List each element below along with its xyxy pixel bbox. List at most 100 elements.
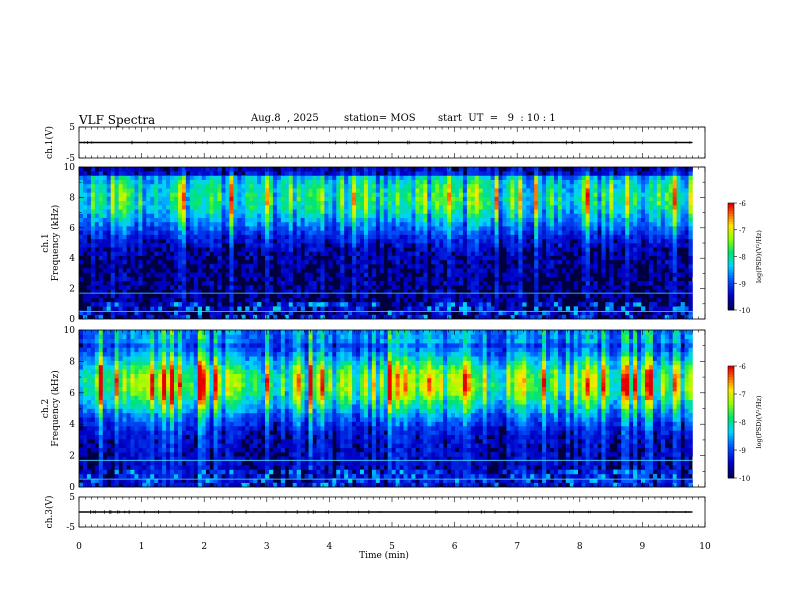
psd-cell [284,226,290,231]
psd-cell [672,175,677,180]
psd-cell [534,314,539,320]
psd-cell [466,167,472,172]
psd-cell [209,314,214,320]
psd-cell [641,200,646,206]
psd-cell [526,234,531,240]
figure-title: VLF Spectra [79,113,156,127]
psd-cell [296,179,301,185]
psd-cell [304,234,309,240]
psd-cell [371,268,377,273]
psd-cell [225,306,230,311]
psd-cell [648,243,654,248]
psd-cell [356,213,361,218]
psd-cell [443,221,448,227]
psd-cell [324,192,329,197]
psd-cell [387,209,392,214]
psd-cell [122,276,127,282]
psd-cell [110,167,115,172]
psd-cell [150,234,155,240]
psd-cell [118,179,123,185]
psd-cell [617,213,622,218]
psd-cell [613,226,618,231]
psd-cell [312,192,317,197]
psd-cell [352,310,357,316]
psd-cell [613,255,618,261]
psd-cell [510,167,515,172]
psd-cell [395,196,400,202]
psd-cell [546,226,551,231]
psd-cell [474,276,480,282]
psd-cell [320,234,325,240]
psd-cell [221,293,226,299]
psd-cell [676,243,681,248]
psd-cell [514,247,519,252]
psd-cell [154,175,159,180]
psd-cell [229,171,234,176]
psd-cell [526,217,531,223]
psd-cell [304,259,309,265]
psd-cell [146,259,151,265]
psd-cell [170,205,175,210]
psd-cell [265,238,270,244]
psd-cell [268,183,274,189]
psd-cell [328,209,333,214]
psd-cell [158,171,163,176]
psd-cell [114,251,119,256]
colorbar-step [728,304,734,308]
psd-cell [411,217,416,223]
psd-cell [288,247,294,252]
psd-cell [577,230,582,235]
psd-cell [549,293,555,299]
psd-cell [185,251,191,256]
psd-cell [680,221,685,227]
psd-cell [403,175,408,180]
psd-cell [617,226,622,231]
psd-cell [181,314,187,320]
psd-cell [284,205,290,210]
psd-cell [637,247,642,252]
psd-cell [134,179,139,185]
psd-cell [82,268,88,273]
psd-cell [340,238,345,244]
psd-cell [633,243,638,248]
psd-cell [118,213,123,218]
psd-cell [474,200,480,206]
psd-cell [399,192,404,197]
psd-cell [621,221,626,227]
psd-cell [209,175,214,180]
psd-cell [601,213,606,218]
psd-cell [455,188,460,193]
psd-cell [518,276,523,282]
psd-cell [601,171,606,176]
psd-cell [324,175,329,180]
psd-cell [126,276,131,282]
psd-cell [265,306,270,311]
psd-cell [110,179,115,185]
psd-cell [617,272,622,278]
psd-cell [534,306,539,311]
psd-cell [395,209,400,214]
psd-cell [134,302,139,307]
psd-cell [478,175,484,180]
psd-cell [569,188,575,193]
psd-cell [173,230,179,235]
psd-cell [629,226,634,231]
psd-cell [272,188,278,193]
psd-cell [478,234,484,240]
psd-cell [577,217,582,223]
psd-cell [90,183,96,189]
psd-cell [403,251,408,256]
psd-cell [668,285,673,290]
psd-cell [466,259,472,265]
psd-cell [82,293,88,299]
psd-cell [276,226,282,231]
psd-cell [514,213,519,218]
psd-cell [276,221,282,227]
psd-cell [344,221,349,227]
psd-cell [391,183,396,189]
psd-cell [391,238,396,244]
psd-cell [688,209,693,214]
psd-cell [494,306,499,311]
psd-cell [423,314,428,320]
psd-cell [431,259,436,265]
